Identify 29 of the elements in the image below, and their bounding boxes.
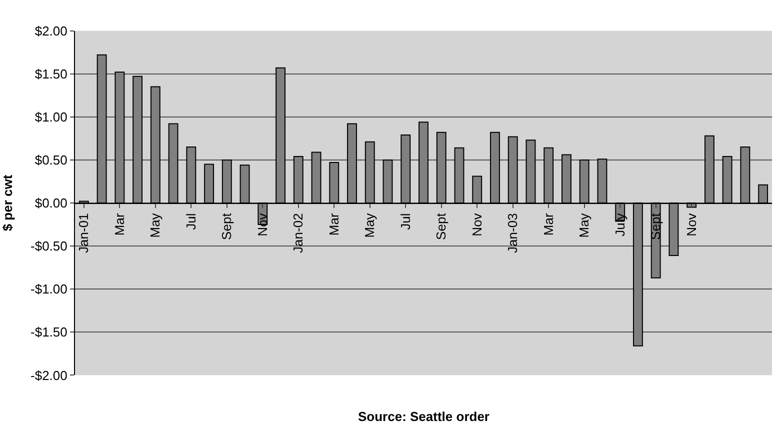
x-tick-label: Mar [540, 212, 556, 236]
x-tick-label: Jul [398, 213, 413, 230]
y-tick-label: -$0.50 [30, 238, 68, 254]
x-tick-label: May [362, 212, 378, 238]
x-tick-label: Nov [254, 212, 270, 236]
x-tick-label: Jan-02 [290, 213, 306, 253]
x-tick-label: Sept [219, 212, 234, 240]
x-tick-label: Mar [326, 212, 342, 236]
x-tick-label: Nov [469, 212, 484, 236]
y-tick-label: -$1.00 [30, 282, 68, 297]
y-tick-label: $1.00 [34, 109, 68, 124]
y-tick-label: $2.00 [34, 23, 68, 38]
y-axis-title: $ per cwt [0, 174, 15, 232]
x-tick-label: Sept [648, 212, 664, 240]
x-tick-label: Nov [684, 212, 699, 236]
x-tick-label: Jul [183, 213, 198, 230]
y-tick-label: $0.00 [34, 196, 68, 211]
x-tick-label: July [612, 212, 628, 236]
x-tick-label: Sept [434, 212, 449, 240]
x-tick-label: May [576, 212, 592, 238]
y-tick-label: $1.50 [34, 66, 68, 82]
x-tick-label: Mar [112, 212, 127, 236]
x-tick-label: Jan-01 [76, 213, 92, 253]
y-tick-label: -$2.00 [30, 368, 68, 383]
x-tick-label: May [148, 212, 163, 238]
y-tick-label: -$1.50 [30, 324, 68, 340]
y-tick-label: $0.50 [34, 152, 68, 168]
x-tick-label: Jan-03 [505, 213, 520, 253]
source-note: Source: Seattle order [358, 409, 490, 424]
